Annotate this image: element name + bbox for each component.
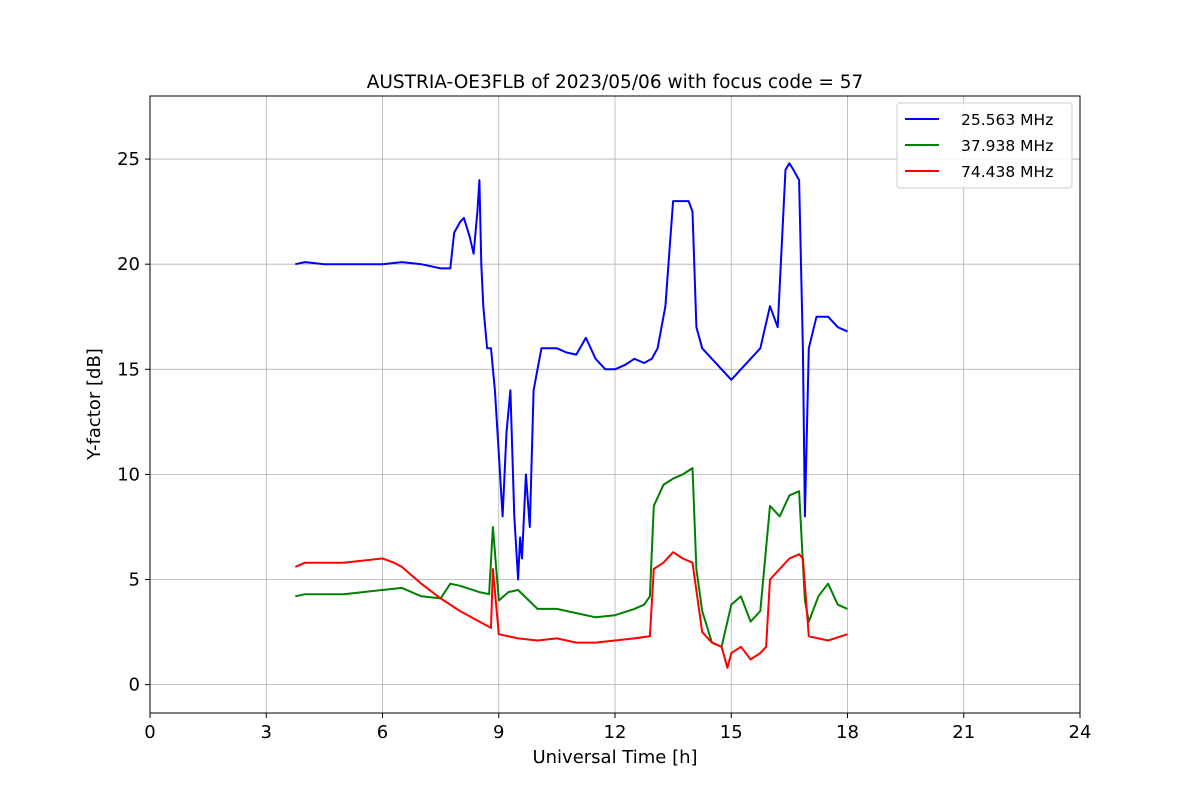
legend-label-3: 74.438 MHz bbox=[961, 163, 1053, 181]
x-axis-label: Universal Time [h] bbox=[532, 747, 697, 768]
y-axis-label: Y-factor [dB] bbox=[84, 348, 105, 461]
legend-label-2: 37.938 MHz bbox=[961, 137, 1053, 155]
y-tick-label: 5 bbox=[129, 570, 140, 591]
x-tick-label: 0 bbox=[144, 722, 155, 743]
y-tick-label: 20 bbox=[117, 254, 140, 275]
series-line-3 bbox=[294, 551, 848, 669]
x-tick-label: 9 bbox=[493, 722, 504, 743]
x-tick-label: 3 bbox=[261, 722, 272, 743]
y-tick-label: 15 bbox=[117, 359, 140, 380]
x-tick-label: 6 bbox=[377, 722, 388, 743]
legend-label-1: 25.563 MHz bbox=[961, 111, 1053, 129]
chart-title: AUSTRIA-OE3FLB of 2023/05/06 with focus … bbox=[367, 72, 864, 93]
x-tick-label: 18 bbox=[836, 722, 859, 743]
y-tick-label: 10 bbox=[117, 464, 140, 485]
x-tick-label: 24 bbox=[1069, 722, 1092, 743]
y-tick-label: 0 bbox=[129, 675, 140, 696]
x-tick-label: 15 bbox=[720, 722, 743, 743]
plot-lines bbox=[294, 162, 848, 669]
x-tick-label: 21 bbox=[952, 722, 975, 743]
legend-box bbox=[896, 102, 1073, 189]
axis-ticks: 0 3 6 9 12 15 18 21 24 0 5 10 15 20 25 bbox=[117, 149, 1091, 743]
legend: 25.563 MHz 37.938 MHz 74.438 MHz bbox=[896, 102, 1073, 189]
y-tick-label: 25 bbox=[117, 149, 140, 170]
series-line-1 bbox=[295, 162, 848, 581]
x-tick-label: 12 bbox=[604, 722, 627, 743]
series-line-2 bbox=[295, 467, 848, 648]
